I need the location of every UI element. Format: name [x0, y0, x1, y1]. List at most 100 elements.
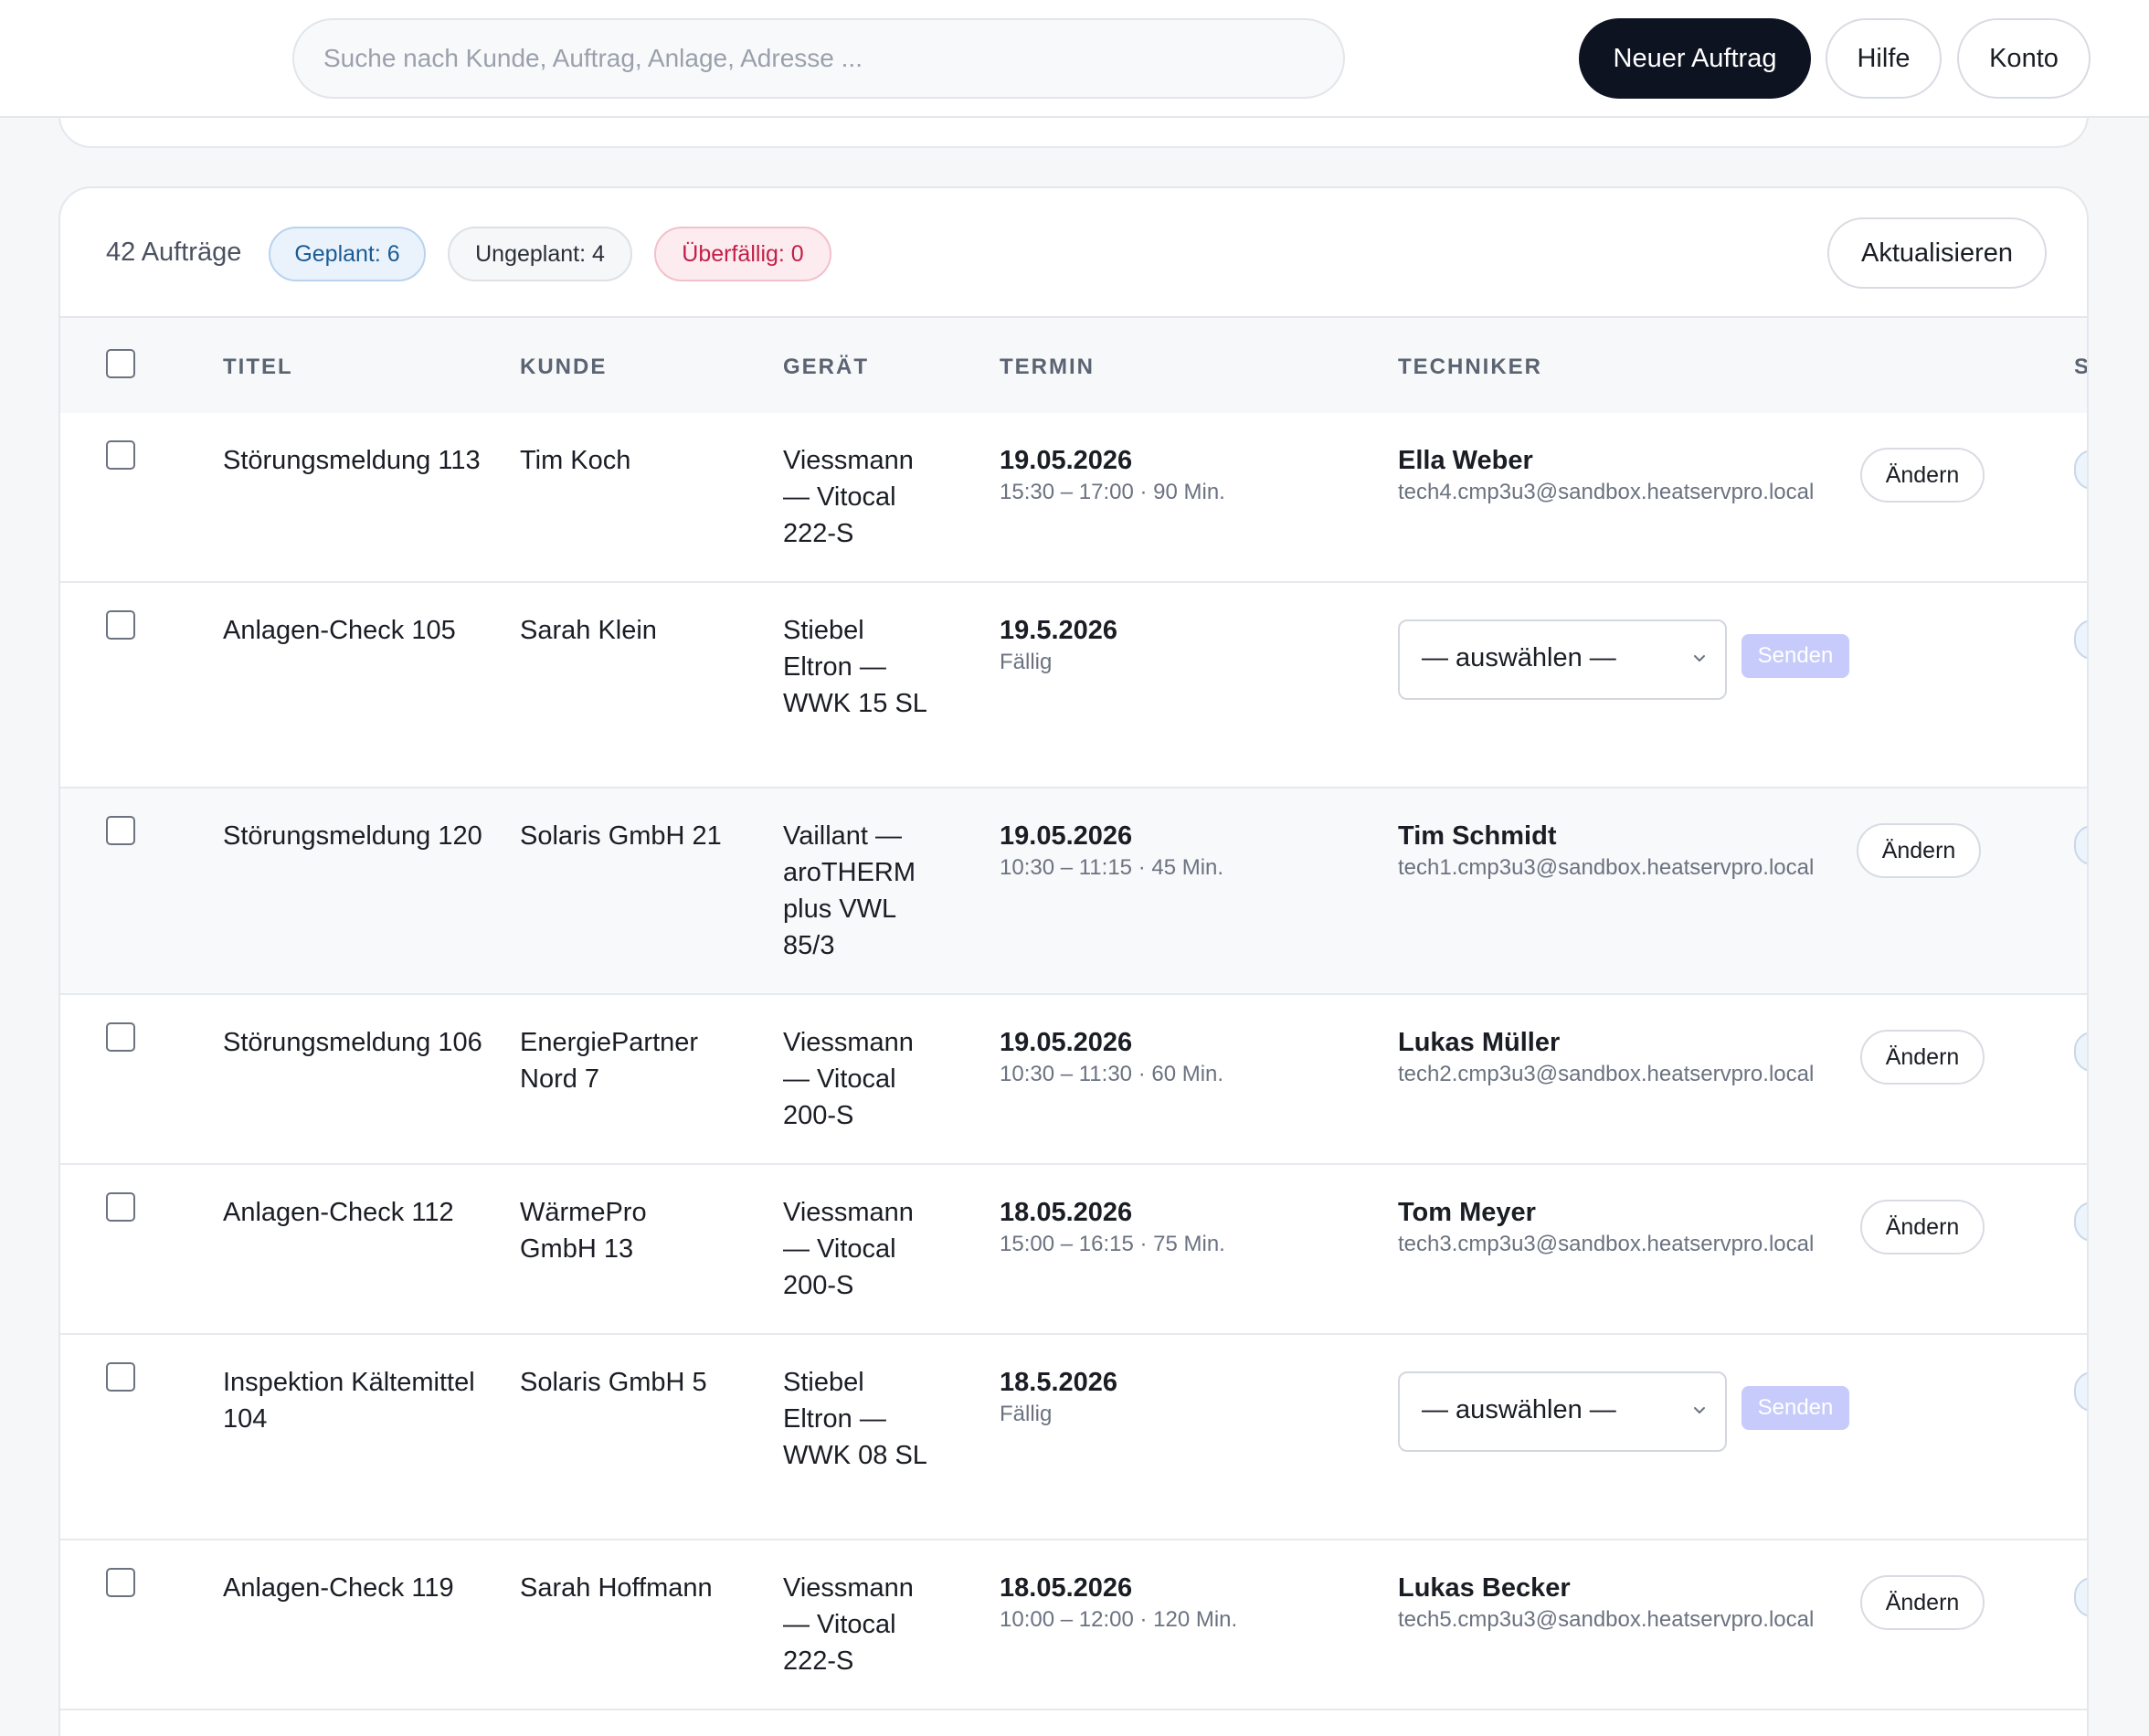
device-name: Viessmann — Vitocal 222-S [783, 446, 914, 548]
technician-email: tech3.cmp3u3@sandbox.heatservpro.local [1398, 1232, 1815, 1256]
row-checkbox[interactable] [106, 1568, 135, 1597]
select-all-checkbox[interactable] [106, 349, 135, 378]
send-button[interactable]: Senden [1741, 634, 1849, 678]
overdue-badge[interactable]: Überfällig: 0 [654, 227, 831, 281]
technician-name: Ella Weber [1398, 446, 1533, 475]
status-toggle[interactable] [2074, 619, 2087, 660]
change-technician-button[interactable]: Ändern [1857, 823, 1981, 878]
order-title[interactable]: Anlagen-Check 119 [223, 1573, 454, 1603]
table-row[interactable]: Inspektion Kältemittel 104 Solaris GmbH 5… [60, 1335, 2087, 1540]
table-header: TITEL KUNDE GERÄT TERMIN TECHNIKER S [60, 318, 2087, 413]
planned-badge[interactable]: Geplant: 6 [269, 227, 426, 281]
row-checkbox[interactable] [106, 1022, 135, 1052]
new-order-button[interactable]: Neuer Auftrag [1579, 18, 1811, 99]
change-technician-button[interactable]: Ändern [1860, 448, 1985, 503]
technician-email: tech5.cmp3u3@sandbox.heatservpro.local [1398, 1607, 1815, 1632]
account-button[interactable]: Konto [1957, 18, 2091, 99]
appointment: 19.5.2026 Fällig [1000, 612, 1117, 676]
device-name: Vaillant — aroTHERM plus VWL 85/3 [783, 821, 916, 960]
change-technician-button[interactable]: Ändern [1860, 1200, 1985, 1254]
column-header-status[interactable]: S [2074, 355, 2087, 380]
appointment-time: 15:30 – 17:00 · 90 Min. [1000, 480, 1225, 504]
appointment: 18.05.2026 10:00 – 12:00 · 120 Min. [1000, 1570, 1237, 1634]
refresh-button[interactable]: Aktualisieren [1827, 217, 2047, 289]
customer-name: Solaris GmbH 5 [520, 1368, 707, 1397]
technician-name: Lukas Müller [1398, 1028, 1561, 1057]
status-toggle[interactable] [2074, 1577, 2087, 1617]
status-toggle[interactable] [2074, 1201, 2087, 1242]
table-row[interactable]: Anlagen-Check 105 Sarah Klein Stiebel Eltr… [60, 583, 2087, 789]
table-row[interactable]: Störungsmeldung 120 Solaris GmbH 21 Vailla… [60, 789, 2087, 995]
technician-select[interactable]: — auswählen — [1398, 1371, 1727, 1452]
status-toggle[interactable] [2074, 1032, 2087, 1072]
table-row[interactable]: Anlagen-Check 119 Sarah Hoffmann Viessmann… [60, 1540, 2087, 1710]
order-title[interactable]: Störungsmeldung 120 [223, 821, 482, 851]
row-checkbox[interactable] [106, 1362, 135, 1392]
device-name: Viessmann — Vitocal 200-S [783, 1198, 914, 1300]
device-name: Viessmann — Vitocal 200-S [783, 1028, 914, 1130]
technician-email: tech2.cmp3u3@sandbox.heatservpro.local [1398, 1062, 1815, 1086]
customer-name: Sarah Klein [520, 616, 657, 645]
column-header-title[interactable]: TITEL [223, 355, 293, 379]
order-count: 42 Aufträge [106, 238, 242, 267]
status-toggle[interactable] [2074, 825, 2087, 865]
row-checkbox[interactable] [106, 610, 135, 640]
technician-email: tech1.cmp3u3@sandbox.heatservpro.local [1398, 855, 1815, 880]
column-header-appointment[interactable]: TERMIN [1000, 355, 1095, 379]
appointment-time: 10:00 – 12:00 · 120 Min. [1000, 1607, 1238, 1632]
customer-name: Sarah Hoffmann [520, 1573, 713, 1603]
column-header-technician[interactable]: TECHNIKER [1398, 355, 1543, 379]
appointment-date: 19.05.2026 [1000, 1028, 1133, 1057]
technician-select-value: — auswählen — [1422, 643, 1616, 672]
order-title[interactable]: Störungsmeldung 106 [223, 1028, 482, 1057]
appointment-date: 19.05.2026 [1000, 821, 1133, 851]
search-input[interactable] [292, 18, 1345, 99]
row-checkbox[interactable] [106, 816, 135, 845]
technician: Lukas Müller tech2.cmp3u3@sandbox.heatser… [1398, 1024, 1814, 1088]
order-title[interactable]: Anlagen-Check 105 [223, 616, 456, 645]
device-name: Stiebel Eltron — WWK 08 SL [783, 1368, 927, 1470]
chevron-down-icon [1694, 1407, 1705, 1413]
technician-select[interactable]: — auswählen — [1398, 619, 1727, 700]
technician: Tim Schmidt tech1.cmp3u3@sandbox.heatserv… [1398, 818, 1814, 882]
appointment: 18.5.2026 Fällig [1000, 1364, 1117, 1428]
table-row[interactable]: Anlagen-Check 112 WärmePro GmbH 13 Viessma… [60, 1165, 2087, 1335]
change-technician-button[interactable]: Ändern [1860, 1575, 1985, 1630]
chevron-down-icon [1694, 655, 1705, 662]
column-header-customer[interactable]: KUNDE [520, 355, 608, 379]
device-name: Viessmann — Vitocal 222-S [783, 1573, 914, 1676]
change-technician-button[interactable]: Ändern [1860, 1030, 1985, 1085]
appointment-date: 18.5.2026 [1000, 1368, 1118, 1397]
technician: Ella Weber tech4.cmp3u3@sandbox.heatservp… [1398, 442, 1814, 506]
unplanned-badge[interactable]: Ungeplant: 4 [448, 227, 632, 281]
customer-name: Solaris GmbH 21 [520, 821, 722, 851]
technician-name: Lukas Becker [1398, 1573, 1571, 1603]
row-checkbox[interactable] [106, 440, 135, 470]
technician-select-value: — auswählen — [1422, 1395, 1616, 1424]
customer-name: Tim Koch [520, 446, 631, 475]
row-checkbox[interactable] [106, 1192, 135, 1222]
appointment-time: 10:30 – 11:15 · 45 Min. [1000, 855, 1224, 880]
help-button[interactable]: Hilfe [1826, 18, 1942, 99]
appointment-time: Fällig [1000, 650, 1053, 674]
technician-email: tech4.cmp3u3@sandbox.heatservpro.local [1398, 480, 1815, 504]
order-title[interactable]: Störungsmeldung 113 [223, 446, 481, 475]
appointment: 19.05.2026 15:30 – 17:00 · 90 Min. [1000, 442, 1225, 506]
technician-name: Tim Schmidt [1398, 821, 1557, 851]
customer-name: EnergiePartner Nord 7 [520, 1028, 699, 1094]
appointment-time: Fällig [1000, 1402, 1053, 1426]
customer-name: WärmePro GmbH 13 [520, 1198, 647, 1264]
table-row[interactable]: Störungsmeldung 113 Tim Koch Viessmann — V… [60, 413, 2087, 583]
status-toggle[interactable] [2074, 1371, 2087, 1412]
table-row[interactable]: Störungsmeldung 106 EnergiePartner Nord 7… [60, 995, 2087, 1165]
appointment-date: 18.05.2026 [1000, 1573, 1133, 1603]
appointment: 18.05.2026 15:00 – 16:15 · 75 Min. [1000, 1194, 1225, 1258]
technician: Tom Meyer tech3.cmp3u3@sandbox.heatservpr… [1398, 1194, 1814, 1258]
send-button[interactable]: Senden [1741, 1386, 1849, 1430]
orders-summary: 42 Aufträge Geplant: 6 Ungeplant: 4 Über… [60, 188, 2087, 318]
order-title[interactable]: Anlagen-Check 112 [223, 1198, 454, 1227]
order-title[interactable]: Inspektion Kältemittel 104 [223, 1368, 475, 1434]
column-header-device[interactable]: GERÄT [783, 355, 869, 379]
device-name: Stiebel Eltron — WWK 15 SL [783, 616, 927, 718]
status-toggle[interactable] [2074, 450, 2087, 490]
